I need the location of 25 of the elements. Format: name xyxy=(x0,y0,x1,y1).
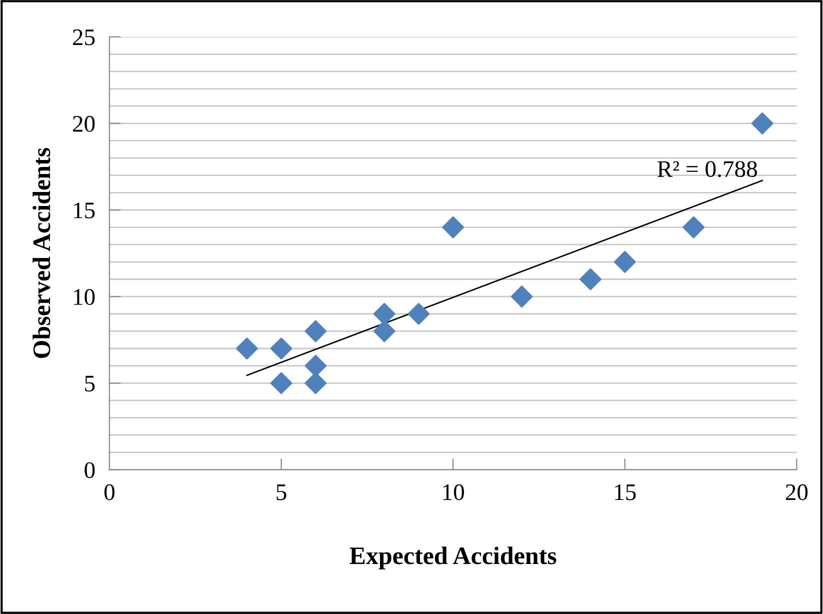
y-tick-label: 10 xyxy=(74,289,95,305)
point xyxy=(270,338,292,360)
point xyxy=(270,372,292,394)
x-tick-label: 10 xyxy=(443,484,464,500)
point xyxy=(236,338,258,360)
y-tick-label: 0 xyxy=(84,462,95,478)
y-tick-label: 25 xyxy=(72,29,95,46)
x-axis-title: Expected Accidents xyxy=(350,546,556,570)
x-tick-label: 5 xyxy=(276,484,286,500)
y-tick-label: 20 xyxy=(72,116,95,132)
x-tick-label: 20 xyxy=(786,484,808,500)
annotation: R² = 0.788 xyxy=(657,161,757,178)
point xyxy=(682,216,705,238)
y-axis-title: Observed Accidents xyxy=(32,148,50,358)
x-tick-label: 15 xyxy=(615,484,636,500)
point xyxy=(614,250,636,273)
point xyxy=(580,268,602,290)
point xyxy=(442,216,464,238)
point xyxy=(510,286,533,308)
y-tick-label: 15 xyxy=(74,202,95,218)
point xyxy=(408,302,430,325)
point xyxy=(304,320,327,342)
y-tick-label: 5 xyxy=(85,376,95,392)
x-tick-label: 0 xyxy=(104,484,114,500)
point xyxy=(751,112,774,134)
